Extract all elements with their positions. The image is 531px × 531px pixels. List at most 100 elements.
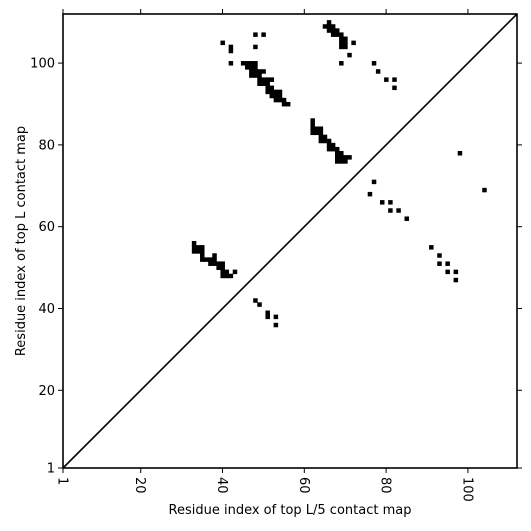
contact-point xyxy=(375,69,381,74)
diagonal-line xyxy=(62,13,518,469)
contact-point xyxy=(339,159,344,164)
contact-point xyxy=(453,277,459,283)
plot-frame xyxy=(62,13,518,469)
contact-point xyxy=(253,44,258,50)
contact-point xyxy=(228,48,234,54)
contact-point xyxy=(224,273,230,279)
contact-point xyxy=(330,146,336,152)
contact-point xyxy=(269,89,275,95)
contact-point xyxy=(269,85,275,91)
contact-point xyxy=(330,24,336,29)
contact-point xyxy=(379,200,385,205)
contact-point xyxy=(216,261,221,266)
contact-point xyxy=(322,134,328,140)
contact-point xyxy=(220,273,225,279)
contact-point xyxy=(195,249,201,254)
contact-point xyxy=(191,241,197,246)
contact-point xyxy=(339,40,344,46)
contact-point xyxy=(482,187,487,193)
y-tick-label: 20 xyxy=(38,384,55,399)
y-tick-label: 40 xyxy=(38,302,55,317)
contact-point xyxy=(330,142,336,148)
plot-area xyxy=(62,13,518,469)
contact-point xyxy=(334,155,340,160)
y-axis: 1 20 40 60 80 100 xyxy=(30,57,522,477)
contact-point xyxy=(265,81,270,86)
contact-point xyxy=(310,122,315,127)
contact-point xyxy=(204,257,209,262)
contact-point xyxy=(277,93,283,99)
contact-point xyxy=(339,155,344,160)
contact-point xyxy=(437,253,442,258)
contact-point xyxy=(445,269,450,275)
contact-point xyxy=(334,32,340,37)
contact-point xyxy=(404,216,410,221)
contact-point xyxy=(249,69,254,74)
contact-point xyxy=(261,81,266,86)
contact-point xyxy=(269,93,275,99)
y-tick-label: 100 xyxy=(30,57,55,72)
contact-point xyxy=(265,77,270,82)
contact-point xyxy=(216,265,221,271)
contact-point xyxy=(220,40,225,46)
contact-point xyxy=(200,253,205,258)
contact-point xyxy=(232,269,238,275)
contact-point xyxy=(339,61,344,66)
contact-point xyxy=(314,130,320,136)
contact-point xyxy=(253,69,258,74)
contact-point xyxy=(384,77,389,82)
contact-point xyxy=(281,101,287,107)
contact-point xyxy=(245,61,250,66)
contact-point xyxy=(228,61,234,66)
x-tick-label: 40 xyxy=(214,477,229,494)
contact-point xyxy=(200,245,205,250)
contact-point xyxy=(257,302,262,307)
contact-point xyxy=(285,101,291,107)
contact-point xyxy=(253,61,258,66)
contact-point xyxy=(212,253,217,258)
contact-point xyxy=(334,146,340,152)
contact-point xyxy=(265,85,270,91)
contact-point xyxy=(396,208,401,213)
x-axis: 1 20 40 60 80 100 xyxy=(55,9,474,502)
x-tick-label: 1 xyxy=(55,477,70,485)
contact-point xyxy=(322,24,328,29)
contact-point xyxy=(253,65,258,70)
contact-point xyxy=(200,249,205,254)
contact-point xyxy=(318,130,324,136)
contact-point xyxy=(249,65,254,70)
contact-point xyxy=(339,32,344,37)
contact-point xyxy=(314,126,320,131)
contact-point xyxy=(457,151,463,156)
contact-point xyxy=(257,81,262,86)
contact-point xyxy=(249,73,254,78)
contact-point xyxy=(330,32,336,37)
contact-point xyxy=(318,138,324,144)
x-tick-label: 60 xyxy=(296,477,311,494)
y-tick-label: 60 xyxy=(38,220,55,235)
contact-point xyxy=(261,69,266,74)
contact-point xyxy=(334,159,340,164)
contact-point xyxy=(437,261,442,266)
contact-point xyxy=(265,89,270,95)
contact-point xyxy=(318,126,324,131)
contact-point xyxy=(339,44,344,50)
contact-point xyxy=(273,314,279,320)
contact-point xyxy=(273,93,279,99)
contact-point xyxy=(228,273,234,279)
contact-point xyxy=(388,208,393,213)
contact-point xyxy=(326,20,332,25)
contact-point xyxy=(343,40,348,46)
y-tick-label: 1 xyxy=(47,462,55,477)
contact-point xyxy=(240,61,246,66)
contact-point xyxy=(310,118,315,123)
contact-point xyxy=(326,28,332,33)
contact-point xyxy=(326,142,332,148)
contact-point xyxy=(253,73,258,78)
contact-point xyxy=(220,269,225,275)
contact-point xyxy=(339,36,344,41)
contact-point xyxy=(269,77,275,82)
contact-point xyxy=(257,77,262,82)
contact-point xyxy=(343,155,348,160)
contact-point xyxy=(195,245,201,250)
